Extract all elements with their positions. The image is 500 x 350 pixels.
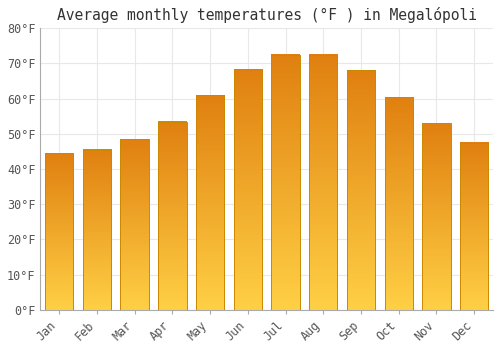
Bar bbox=[347, 70, 375, 310]
Bar bbox=[83, 150, 111, 310]
Bar bbox=[460, 142, 488, 310]
Bar bbox=[384, 97, 413, 310]
Bar bbox=[196, 95, 224, 310]
Bar bbox=[272, 55, 299, 310]
Title: Average monthly temperatures (°F ) in Megalópoli: Average monthly temperatures (°F ) in Me… bbox=[56, 7, 476, 23]
Bar bbox=[422, 123, 450, 310]
Bar bbox=[158, 121, 186, 310]
Bar bbox=[120, 139, 149, 310]
Bar bbox=[234, 69, 262, 310]
Bar bbox=[309, 55, 338, 310]
Bar bbox=[45, 153, 74, 310]
